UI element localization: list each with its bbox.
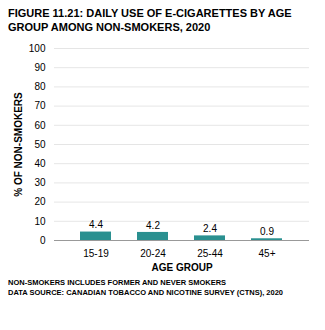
svg-text:0.9: 0.9 (260, 226, 274, 237)
svg-text:30: 30 (34, 177, 46, 188)
svg-text:AGE GROUP: AGE GROUP (151, 262, 212, 273)
svg-text:20: 20 (34, 196, 46, 207)
svg-text:15-19: 15-19 (83, 248, 109, 259)
svg-text:80: 80 (34, 81, 46, 92)
svg-text:60: 60 (34, 120, 46, 131)
svg-text:25-44: 25-44 (197, 248, 223, 259)
svg-text:10: 10 (34, 216, 46, 227)
svg-text:4.2: 4.2 (146, 220, 160, 231)
svg-text:100: 100 (29, 43, 46, 54)
html-text:DATA SOURCE: CANADIAN TOBACCO: DATA SOURCE: CANADIAN TOBACCO AND NICOTI… (8, 288, 283, 297)
html-text:NON-SMOKERS INCLUDES FORMER AN: NON-SMOKERS INCLUDES FORMER AND NEVER SM… (8, 278, 227, 287)
svg-text:40: 40 (34, 158, 46, 169)
svg-text:20-24: 20-24 (140, 248, 166, 259)
svg-text:% OF NON-SMOKERS: % OF NON-SMOKERS (13, 92, 24, 197)
svg-text:2.4: 2.4 (203, 223, 217, 234)
svg-text:4.4: 4.4 (89, 219, 103, 230)
html-text:FIGURE 11.21: DAILY USE OF E-C: FIGURE 11.21: DAILY USE OF E-CIGARETTES … (8, 7, 292, 33)
svg-text:70: 70 (34, 100, 46, 111)
svg-text:50: 50 (34, 139, 46, 150)
svg-text:45+: 45+ (259, 248, 276, 259)
svg-text:0: 0 (40, 235, 46, 246)
svg-text:90: 90 (34, 62, 46, 73)
